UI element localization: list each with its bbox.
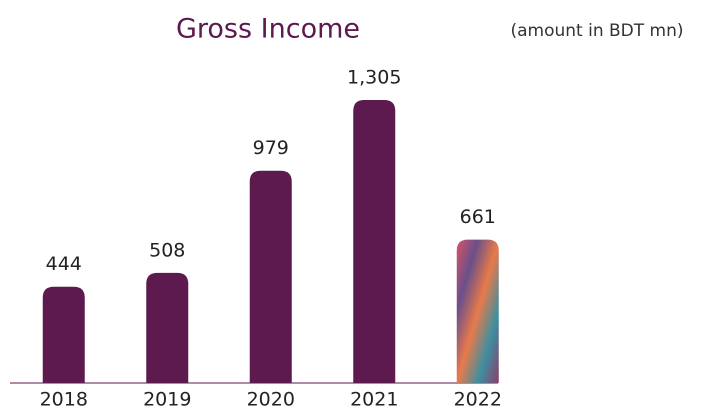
bar xyxy=(456,239,499,383)
value-label: 508 xyxy=(149,239,185,261)
x-tick-label: 2021 xyxy=(350,389,398,411)
x-tick-label: 2018 xyxy=(40,389,88,411)
chart-subtitle: (amount in BDT mn) xyxy=(510,21,683,41)
x-tick-label: 2020 xyxy=(247,389,295,411)
value-label: 444 xyxy=(46,253,82,275)
value-label: 979 xyxy=(253,137,289,159)
bar xyxy=(353,100,396,383)
x-tick-label: 2019 xyxy=(143,389,191,411)
chart-title: Gross Income xyxy=(176,14,360,45)
bar xyxy=(249,170,292,383)
value-label: 661 xyxy=(460,206,496,228)
x-tick-label: 2022 xyxy=(454,389,502,411)
value-label: 1,305 xyxy=(347,67,401,89)
bar xyxy=(42,286,85,383)
bar xyxy=(146,272,189,383)
